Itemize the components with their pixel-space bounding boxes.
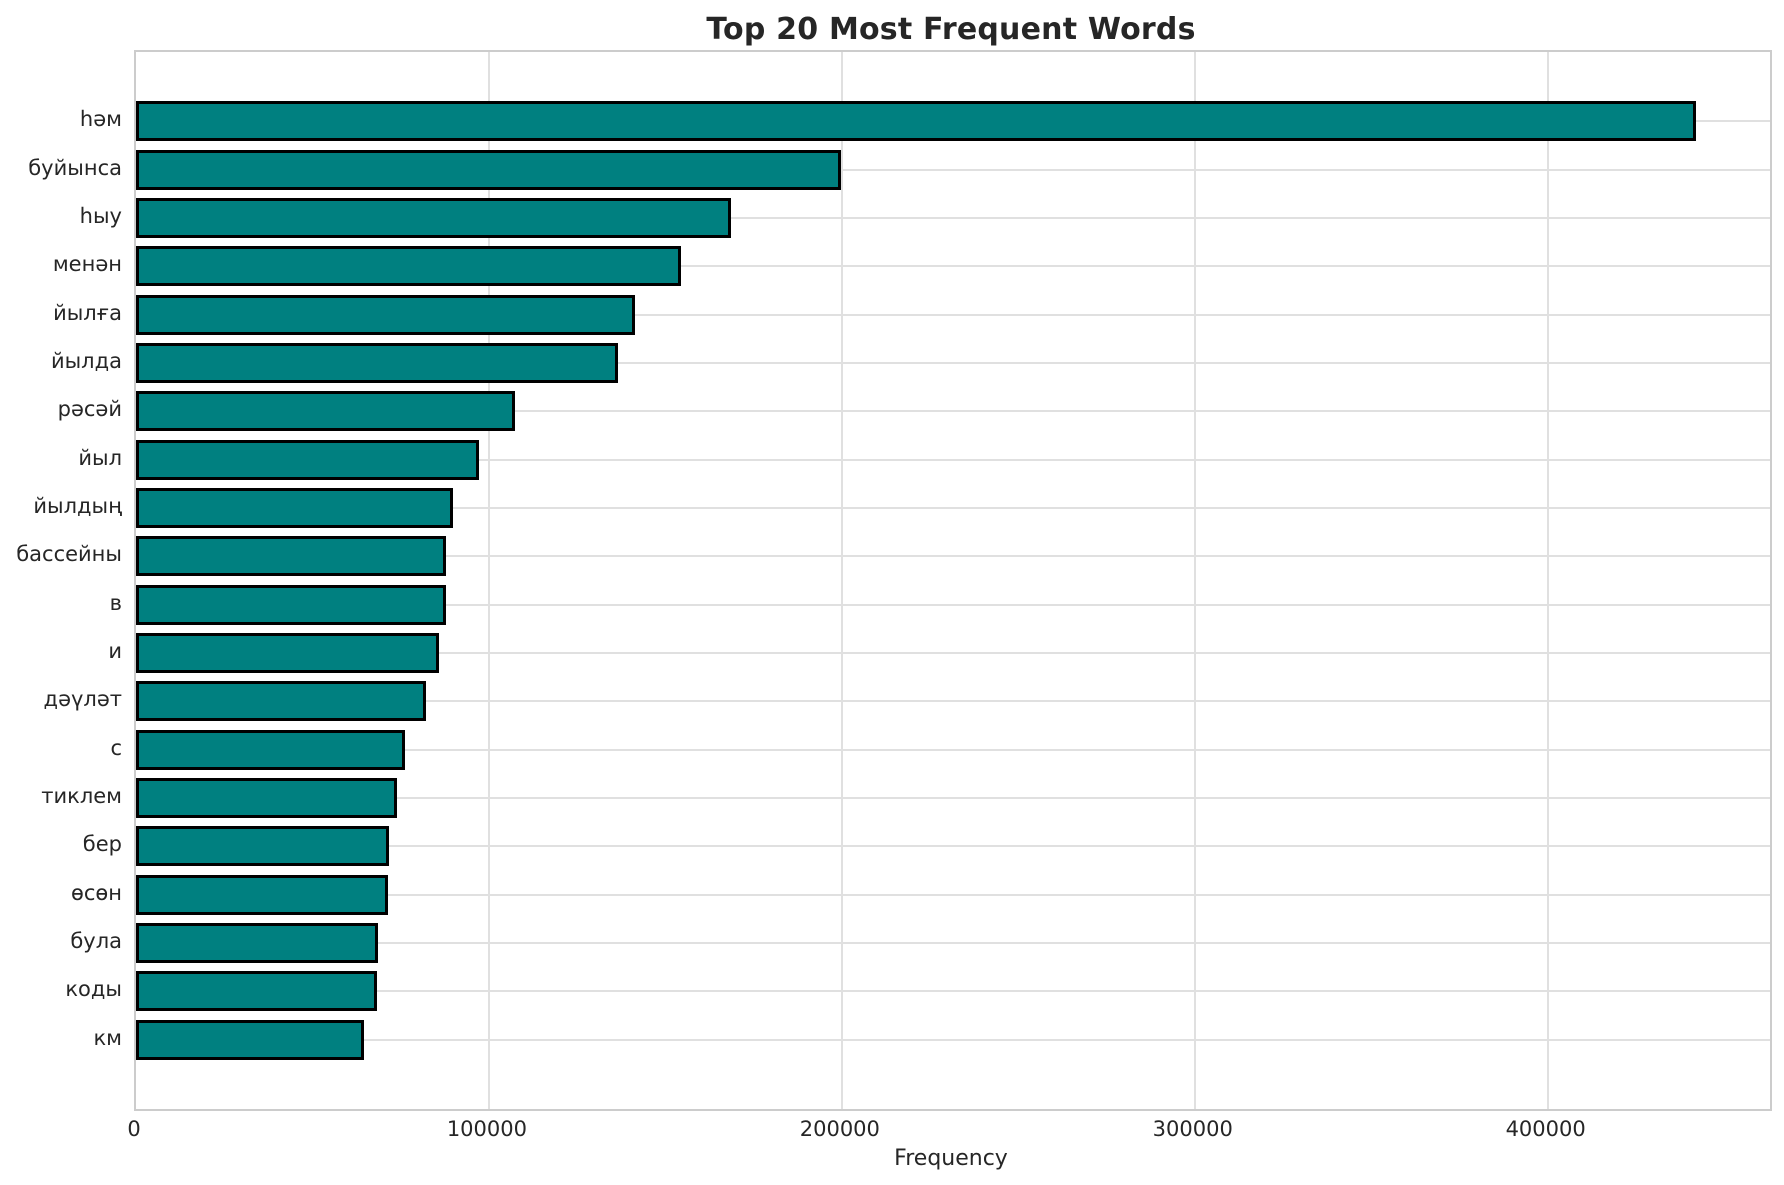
bar-була: [136, 923, 379, 964]
bar-йылда: [136, 342, 619, 383]
x-tick-label: 0: [127, 1117, 141, 1141]
bar-һәм: [136, 101, 1696, 142]
bar-бер: [136, 826, 390, 867]
bar-һыу: [136, 197, 732, 238]
y-tick-label: км: [93, 1025, 122, 1050]
y-tick-label: с: [110, 735, 122, 760]
y-tick-label: йылда: [50, 348, 122, 373]
gridline-horizontal: [136, 506, 1770, 509]
y-tick-label: тиклем: [41, 784, 122, 809]
bar-в: [136, 584, 446, 625]
y-tick-label: и: [108, 639, 122, 664]
gridline-horizontal: [136, 1038, 1770, 1041]
gridline-horizontal: [136, 216, 1770, 219]
bar-дәүләт: [136, 681, 427, 722]
bar-бассейны: [136, 536, 446, 577]
gridline-horizontal: [136, 313, 1770, 316]
bar-буйынса: [136, 149, 842, 190]
x-tick-label: 300000: [1152, 1117, 1233, 1141]
y-tick-label: була: [70, 929, 122, 954]
gridline-horizontal: [136, 748, 1770, 751]
y-tick-label: йыл: [78, 445, 122, 470]
y-tick-label: буйынса: [28, 155, 122, 180]
gridline-horizontal: [136, 700, 1770, 703]
bar-рәсәй: [136, 391, 516, 432]
bar-с: [136, 729, 405, 770]
x-tick-label: 400000: [1505, 1117, 1586, 1141]
gridline-vertical: [1546, 52, 1549, 1109]
gridline-horizontal: [136, 845, 1770, 848]
x-axis-label: Frequency: [894, 1146, 1008, 1171]
gridline-vertical: [487, 52, 490, 1109]
chart-title: Top 20 Most Frequent Words: [706, 12, 1196, 47]
y-tick-label: коды: [65, 977, 122, 1002]
y-tick-label: бассейны: [16, 542, 122, 567]
gridline-horizontal: [136, 458, 1770, 461]
y-tick-label: менән: [52, 252, 122, 277]
gridline-horizontal: [136, 942, 1770, 945]
y-tick-label: һыу: [79, 203, 122, 228]
y-tick-label: йылдың: [33, 493, 122, 518]
bar-өсөн: [136, 874, 388, 915]
bar-йылға: [136, 294, 636, 335]
bar-коды: [136, 971, 378, 1012]
bar-йыл: [136, 439, 480, 480]
bar-и: [136, 633, 439, 674]
gridline-horizontal: [136, 797, 1770, 800]
y-tick-label: рәсәй: [57, 397, 122, 422]
y-tick-label: өсөн: [71, 880, 122, 905]
y-tick-label: в: [109, 590, 122, 615]
bar-менән: [136, 246, 681, 287]
plot-area: [134, 50, 1772, 1111]
gridline-horizontal: [136, 410, 1770, 413]
gridline-vertical: [840, 52, 843, 1109]
y-tick-label: дәүләт: [43, 687, 122, 712]
bar-тиклем: [136, 778, 398, 819]
gridline-vertical: [1193, 52, 1196, 1109]
gridline-horizontal: [136, 990, 1770, 993]
gridline-horizontal: [136, 361, 1770, 364]
y-tick-label: йылға: [53, 300, 122, 325]
x-tick-label: 200000: [799, 1117, 880, 1141]
y-tick-label: һәм: [79, 107, 122, 132]
y-tick-label: бер: [82, 832, 122, 857]
bar-йылдың: [136, 487, 453, 528]
bar-км: [136, 1019, 364, 1060]
gridline-horizontal: [136, 893, 1770, 896]
x-tick-label: 100000: [446, 1117, 527, 1141]
gridline-horizontal: [136, 652, 1770, 655]
gridline-horizontal: [136, 603, 1770, 606]
gridline-horizontal: [136, 555, 1770, 558]
gridline-horizontal: [136, 265, 1770, 268]
gridline-horizontal: [136, 168, 1770, 171]
